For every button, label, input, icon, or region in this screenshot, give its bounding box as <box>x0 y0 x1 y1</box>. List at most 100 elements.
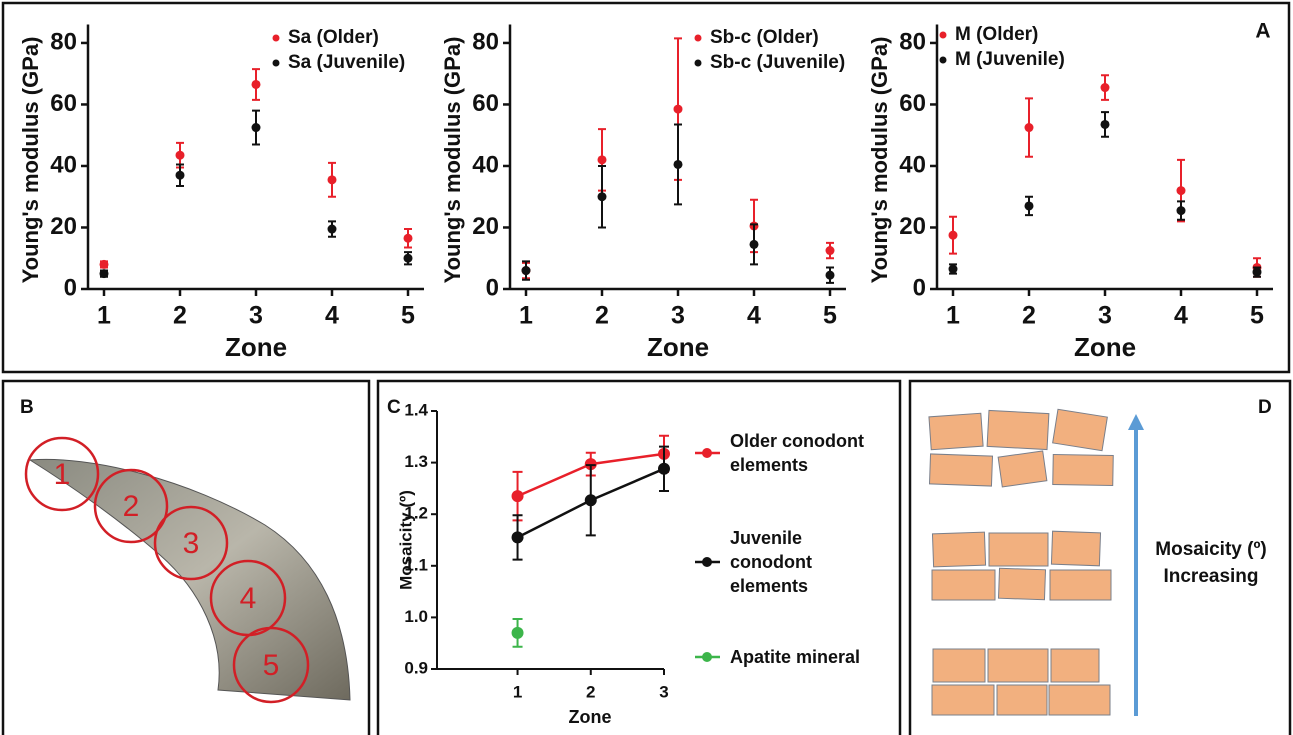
panel-c-frame <box>376 379 902 735</box>
y-tick-label: 60 <box>899 90 926 117</box>
arrow-head <box>1128 414 1144 430</box>
x-tick-label: 5 <box>1250 302 1264 330</box>
legend-marker <box>694 34 702 42</box>
marker <box>825 270 835 280</box>
x-tick-label: 3 <box>1098 302 1112 330</box>
marker <box>511 490 524 503</box>
x-tick-label: 1 <box>946 302 960 330</box>
marker <box>948 264 958 274</box>
marker <box>825 246 835 256</box>
zone-number: 5 <box>263 649 280 682</box>
marker <box>1252 267 1262 277</box>
x-axis-label: Zone <box>569 707 612 727</box>
y-tick-label: 20 <box>472 213 499 240</box>
x-tick-label: 2 <box>1022 302 1036 330</box>
y-tick-label: 0.9 <box>404 658 428 677</box>
y-axis-label: Young's modulus (GPa) <box>440 37 465 284</box>
marker <box>99 259 109 269</box>
legend-label: M (Older) <box>955 24 1038 45</box>
y-tick-label: 80 <box>472 28 499 55</box>
marker <box>1176 186 1186 196</box>
y-axis-label: Mosaicity (º) <box>396 490 415 590</box>
panel-d-frame <box>908 379 1292 735</box>
crystal-blocks <box>928 408 1114 716</box>
marker <box>251 123 261 133</box>
marker <box>175 150 185 160</box>
marker <box>99 269 109 279</box>
y-tick-label: 0 <box>486 274 499 301</box>
marker <box>251 79 261 89</box>
x-tick-label: 3 <box>249 302 263 330</box>
legend-marker <box>702 652 712 662</box>
marker <box>327 224 337 234</box>
marker <box>1176 206 1186 216</box>
marker <box>673 159 683 169</box>
marker <box>403 233 413 243</box>
x-tick-label: 2 <box>586 682 595 701</box>
x-tick-label: 4 <box>325 302 339 330</box>
x-tick-label: 2 <box>173 302 187 330</box>
zone-number: 2 <box>123 490 140 523</box>
legend-label: Older conodont elements <box>730 431 864 475</box>
x-axis-label: Zone <box>647 332 709 362</box>
x-tick-label: 5 <box>401 302 415 330</box>
panel-label: D <box>1258 397 1272 418</box>
panel-label: A <box>1255 20 1270 43</box>
legend-label: Apatite mineral <box>730 647 861 667</box>
y-tick-label: 60 <box>50 90 77 117</box>
y-tick-label: 60 <box>472 90 499 117</box>
x-tick-label: 1 <box>97 302 111 330</box>
y-tick-label: 1.2 <box>404 504 428 523</box>
panel-label: B <box>20 397 34 418</box>
legend-label: Sa (Juvenile) <box>288 52 405 73</box>
x-tick-label: 5 <box>823 302 837 330</box>
panel-a-frame <box>1 1 1291 374</box>
marker <box>597 192 607 202</box>
legend-label: M (Juvenile) <box>955 49 1065 70</box>
legend-marker <box>939 56 947 64</box>
marker <box>327 175 337 185</box>
x-axis-label: Zone <box>225 332 287 362</box>
x-tick-label: 4 <box>1174 302 1188 330</box>
y-tick-label: 40 <box>472 151 499 178</box>
y-axis-label: Young's modulus (GPa) <box>867 37 892 284</box>
arrow-label: Mosaicity (º) Increasing <box>1155 539 1267 587</box>
x-tick-label: 1 <box>519 302 533 330</box>
legend-label: Sb-c (Juvenile) <box>710 52 845 73</box>
x-tick-label: 2 <box>595 302 609 330</box>
marker <box>1024 123 1034 133</box>
x-tick-label: 4 <box>747 302 761 330</box>
panel-label: C <box>387 397 401 418</box>
legend-marker <box>702 448 712 458</box>
y-tick-label: 40 <box>50 151 77 178</box>
legend-marker <box>702 557 712 567</box>
marker <box>511 531 524 544</box>
panel-b-frame <box>1 379 371 735</box>
y-axis-label: Young's modulus (GPa) <box>18 37 43 284</box>
marker <box>673 104 683 114</box>
zone-number: 3 <box>183 527 200 560</box>
y-tick-label: 1.1 <box>404 555 428 574</box>
marker <box>403 253 413 263</box>
marker <box>948 230 958 240</box>
marker <box>749 239 759 249</box>
legend-marker <box>272 59 280 67</box>
y-tick-label: 0 <box>913 274 926 301</box>
y-tick-label: 1.0 <box>404 607 428 626</box>
x-tick-label: 1 <box>513 682 522 701</box>
legend-label: Sb-c (Older) <box>710 27 819 48</box>
y-tick-label: 1.4 <box>404 400 428 419</box>
marker <box>597 155 607 165</box>
y-tick-label: 40 <box>899 151 926 178</box>
legend-marker <box>694 59 702 67</box>
y-tick-label: 80 <box>899 28 926 55</box>
x-tick-label: 3 <box>659 682 668 701</box>
y-tick-label: 20 <box>899 213 926 240</box>
zone-number: 4 <box>240 582 257 615</box>
legend-label: Sa (Older) <box>288 27 379 48</box>
marker <box>658 462 670 475</box>
legend-marker <box>939 31 947 39</box>
marker <box>1100 83 1110 93</box>
